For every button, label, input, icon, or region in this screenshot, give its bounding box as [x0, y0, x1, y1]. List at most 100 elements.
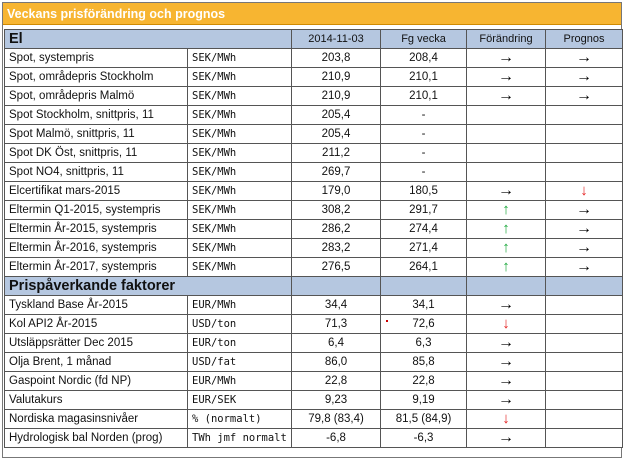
row-forecast: → [545, 48, 624, 68]
row-forecast: → [545, 67, 624, 87]
table-row: Elcertifikat mars-2015 SEK/MWh 179,0 180,5 →… [4, 181, 624, 201]
row-unit: SEK/MWh [186, 238, 293, 258]
row-value: 22,8 [291, 371, 382, 391]
row-change: → [466, 371, 547, 391]
row-forecast [545, 390, 624, 410]
row-previous: 271,4 [380, 238, 468, 258]
column-header-previous [380, 276, 468, 296]
section-title: Prispåverkande faktorer [3, 276, 293, 296]
price-table: El 2014-11-03 Fg vecka Förändring Prognos Spo… [3, 29, 624, 448]
column-header-previous: Fg vecka [380, 29, 468, 49]
arrow-up-icon: ↑ [502, 258, 510, 276]
price-table-body: El 2014-11-03 Fg vecka Förändring Prognos Spo… [3, 29, 624, 448]
column-header-date: 2014-11-03 [291, 29, 382, 49]
row-forecast [545, 314, 624, 334]
row-change [466, 124, 547, 144]
row-unit: SEK/MWh [186, 181, 293, 201]
column-header-date [291, 276, 382, 296]
table-row: Hydrologisk bal Norden (prog) TWh jmf nor… [4, 428, 624, 448]
row-label: Olja Brent, 1 månad [4, 352, 188, 372]
row-value: 6,4 [291, 333, 382, 353]
column-header-forecast [545, 276, 624, 296]
row-previous: - [380, 124, 468, 144]
row-change: → [466, 352, 547, 372]
row-previous: 274,4 [380, 219, 468, 239]
arrow-up-icon: ↑ [502, 220, 510, 238]
arrow-up-icon: ↑ [502, 239, 510, 257]
row-change: ↑ [466, 257, 547, 277]
row-unit: SEK/MWh [186, 67, 293, 87]
row-label: Eltermin År-2017, systempris [4, 257, 188, 277]
arrow-right-icon: → [576, 258, 593, 276]
arrow-right-icon: → [576, 239, 593, 257]
row-previous: 85,8 [380, 352, 468, 372]
row-previous: 291,7 [380, 200, 468, 220]
arrow-right-icon: → [498, 334, 515, 352]
section-header: El 2014-11-03 Fg vecka Förändring Prognos [3, 29, 624, 49]
row-change: → [466, 86, 547, 106]
row-unit: EUR/MWh [186, 295, 293, 315]
table-row: Olja Brent, 1 månad USD/fat 86,0 85,8 → [4, 352, 624, 372]
row-value: 210,9 [291, 86, 382, 106]
row-change [466, 162, 547, 182]
stray-mark [386, 320, 388, 322]
section-title: El [3, 29, 293, 49]
row-change: → [466, 333, 547, 353]
arrow-right-icon: → [576, 201, 593, 219]
table-row: Eltermin År-2016, systempris SEK/MWh 283,2… [4, 238, 624, 258]
row-unit: USD/fat [186, 352, 293, 372]
row-unit: EUR/ton [186, 333, 293, 353]
row-label: Spot NO4, snittpris, 11 [4, 162, 188, 182]
row-change: ↓ [466, 409, 547, 429]
row-label: Spot Stockholm, snittpris, 11 [4, 105, 188, 125]
row-forecast: ↓ [545, 181, 624, 201]
row-previous: 6,3 [380, 333, 468, 353]
row-forecast [545, 143, 624, 163]
arrow-right-icon: → [498, 182, 515, 200]
row-previous: -6,3 [380, 428, 468, 448]
row-label: Spot, systempris [4, 48, 188, 68]
table-row: Spot Malmö, snittpris, 11 SEK/MWh 205,4- [4, 124, 624, 144]
row-label: Valutakurs [4, 390, 188, 410]
row-change: ↑ [466, 238, 547, 258]
arrow-up-icon: ↑ [502, 201, 510, 219]
row-label: Spot, områdepris Stockholm [4, 67, 188, 87]
column-header-change [466, 276, 547, 296]
row-value: 211,2 [291, 143, 382, 163]
row-value: -6,8 [291, 428, 382, 448]
row-unit: SEK/MWh [186, 219, 293, 239]
row-forecast [545, 409, 624, 429]
row-unit: EUR/MWh [186, 371, 293, 391]
row-unit: SEK/MWh [186, 200, 293, 220]
row-previous: 81,5 (84,9) [380, 409, 468, 429]
arrow-down-icon: ↓ [502, 315, 510, 333]
row-forecast [545, 333, 624, 353]
table-row: Spot, områdepris Stockholm SEK/MWh 210,9 21… [4, 67, 624, 87]
row-unit: TWh jmf normalt [186, 428, 293, 448]
row-change [466, 143, 547, 163]
report-title: Veckans prisförändring och prognos [3, 3, 621, 25]
row-change: → [466, 181, 547, 201]
row-label: Eltermin År-2016, systempris [4, 238, 188, 258]
row-value: 286,2 [291, 219, 382, 239]
row-forecast [545, 295, 624, 315]
row-change: → [466, 295, 547, 315]
row-previous: 210,1 [380, 86, 468, 106]
row-forecast: → [545, 219, 624, 239]
row-previous: 210,1 [380, 67, 468, 87]
row-forecast [545, 428, 624, 448]
row-label: Nordiska magasinsnivåer [4, 409, 188, 429]
table-row: Spot, områdepris Malmö SEK/MWh 210,9 210,1 →… [4, 86, 624, 106]
table-row: Tyskland Base År-2015 EUR/MWh 34,4 34,1 → [4, 295, 624, 315]
row-unit: SEK/MWh [186, 86, 293, 106]
arrow-right-icon: → [576, 68, 593, 86]
arrow-right-icon: → [498, 49, 515, 67]
table-row: Spot NO4, snittpris, 11 SEK/MWh 269,7- [4, 162, 624, 182]
table-row: Eltermin År-2015, systempris SEK/MWh 286,2… [4, 219, 624, 239]
row-unit: USD/ton [186, 314, 293, 334]
row-previous: - [380, 162, 468, 182]
arrow-right-icon: → [498, 391, 515, 409]
row-label: Gaspoint Nordic (fd NP) [4, 371, 188, 391]
